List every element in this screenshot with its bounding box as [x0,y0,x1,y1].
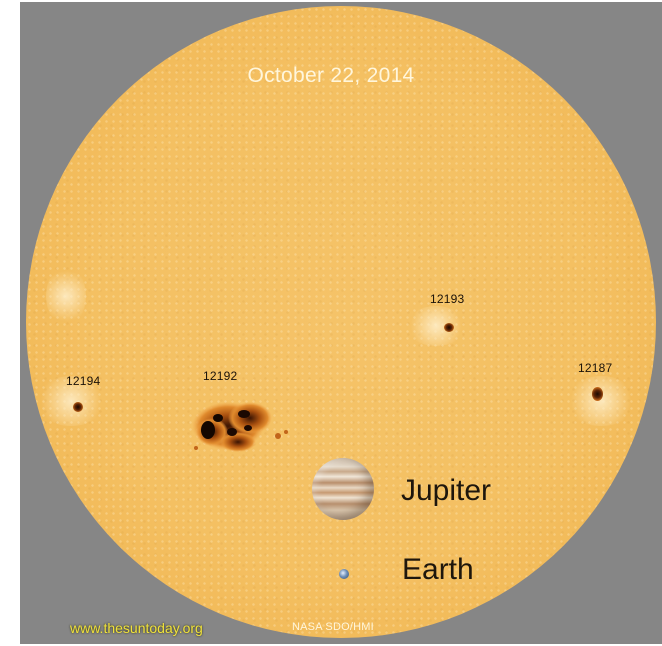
sunspot-12192-group [192,402,288,452]
jupiter-label: Jupiter [401,474,492,507]
sunspot-label-12194: 12194 [66,374,101,388]
website-link[interactable]: www.thesuntoday.org [70,620,203,636]
plage-region [46,266,86,326]
sunspot-12187 [592,387,603,401]
image-credit: NASA SDO/HMI [292,621,374,633]
sun-disk [26,6,656,638]
sunspot-label-12193: 12193 [430,292,465,306]
plage-region [36,376,106,426]
sunspot-label-12192: 12192 [203,369,238,383]
jupiter-image [312,458,374,520]
plage-region [406,306,466,346]
earth-image [339,569,349,579]
plage-region [566,376,636,426]
sunspot-12193 [444,323,454,332]
earth-label: Earth [402,553,474,586]
sunspot-label-12187: 12187 [578,361,613,375]
date-caption: October 22, 2014 [247,64,415,87]
sun-granulation [26,6,656,638]
sunspot-12194 [73,402,83,412]
